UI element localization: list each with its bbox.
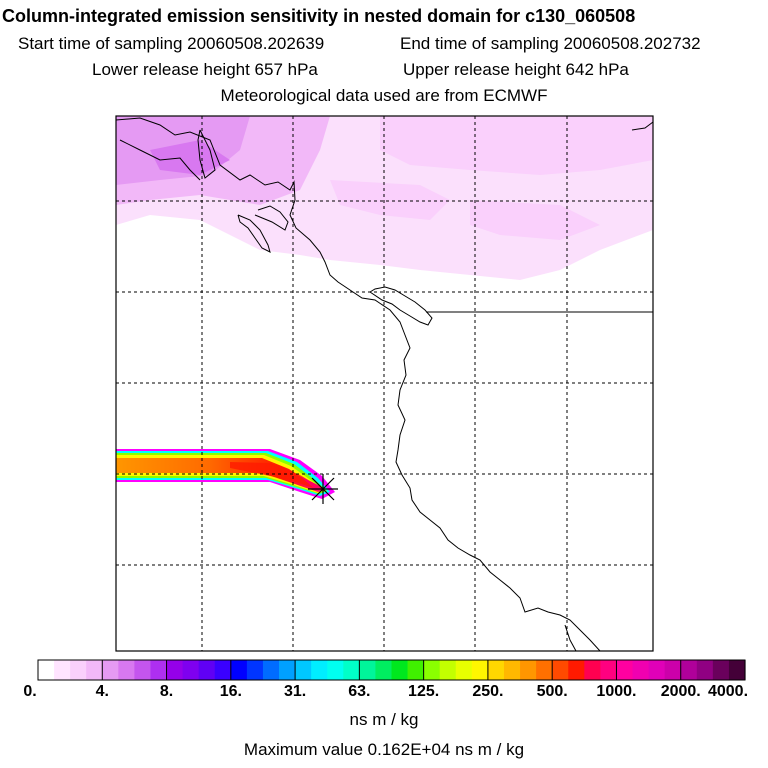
colorbar-segment: [664, 660, 682, 680]
start-time-label: Start time of sampling 20060508.202639: [18, 34, 325, 53]
colorbar-tick-label: 4.: [95, 683, 109, 700]
colorbar-segment: [407, 660, 425, 680]
colorbar-border: [37, 659, 746, 681]
colorbar-tick-label: 4000.: [707, 683, 749, 700]
colorbar-segment: [86, 660, 103, 680]
colorbar-segment: [520, 660, 537, 680]
colorbar-tick-label: 500.: [536, 683, 568, 700]
met-data-label: Meteorological data used are from ECMWF: [220, 86, 548, 105]
colorbar-segment: [311, 660, 328, 680]
colorbar-segment: [536, 660, 553, 680]
colorbar-segment: [198, 660, 216, 680]
colorbar-segment: [568, 660, 585, 680]
colorbar-segment: [375, 660, 393, 680]
colorbar-segment: [38, 660, 55, 680]
colorbar-segment: [423, 660, 441, 680]
colorbar: [37, 659, 746, 681]
colorbar-tick-label: 125.: [408, 683, 440, 700]
colorbar-segment: [230, 660, 248, 680]
colorbar-tick-label: 250.: [472, 683, 504, 700]
colorbar-segment: [712, 660, 730, 680]
colorbar-segment: [166, 660, 184, 680]
colorbar-segment: [680, 660, 698, 680]
colorbar-segment: [343, 660, 360, 680]
colorbar-segment: [150, 660, 168, 680]
coastlines: [116, 117, 653, 651]
lower-release-label: Lower release height 657 hPa: [92, 60, 318, 79]
colorbar-segment: [648, 660, 666, 680]
colorbar-segment: [616, 660, 634, 680]
colorbar-segment: [102, 660, 119, 680]
end-time-label: End time of sampling 20060508.202732: [400, 34, 701, 53]
colorbar-segment: [487, 660, 505, 680]
colorbar-tick-label: 31.: [283, 683, 307, 700]
colorbar-segment: [632, 660, 650, 680]
colorbar-segment: [503, 660, 521, 680]
upper-release-label: Upper release height 642 hPa: [403, 60, 629, 79]
colorbar-segment: [214, 660, 232, 680]
colorbar-tick-label: 2000.: [660, 683, 701, 700]
colorbar-segment: [262, 660, 280, 680]
colorbar-tick-label: 0.: [23, 683, 37, 700]
colorbar-tick-label: 1000.: [596, 683, 637, 700]
colorbar-segment: [327, 660, 344, 680]
colorbar-segment: [279, 660, 296, 680]
weak-sensitivity-field: [116, 116, 653, 280]
colorbar-segment: [696, 660, 714, 680]
colorbar-segment: [70, 660, 87, 680]
colorbar-segment: [359, 660, 377, 680]
colorbar-segment: [455, 660, 473, 680]
colorbar-tick-label: 63.: [348, 683, 371, 700]
lat-lon-grid: [116, 116, 653, 651]
colorbar-segment: [439, 660, 457, 680]
colorbar-segment: [600, 660, 618, 680]
chart-title: Column-integrated emission sensitivity i…: [2, 6, 636, 26]
colorbar-tick-label: 16.: [219, 683, 242, 700]
colorbar-segment: [471, 660, 489, 680]
colorbar-units-label: ns m / kg: [349, 710, 419, 729]
colorbar-segment: [182, 660, 200, 680]
colorbar-segment: [728, 660, 746, 680]
colorbar-segment: [391, 660, 409, 680]
release-point-marker: [308, 474, 338, 504]
colorbar-segment: [295, 660, 312, 680]
colorbar-segment: [246, 660, 264, 680]
colorbar-tick-label: 8.: [159, 683, 174, 700]
map-frame: [115, 115, 654, 652]
colorbar-segment: [118, 660, 136, 680]
colorbar-segment: [584, 660, 601, 680]
colorbar-segment: [54, 660, 71, 680]
maximum-value-label: Maximum value 0.162E+04 ns m / kg: [243, 740, 525, 759]
colorbar-segment: [552, 660, 569, 680]
colorbar-segment: [134, 660, 152, 680]
